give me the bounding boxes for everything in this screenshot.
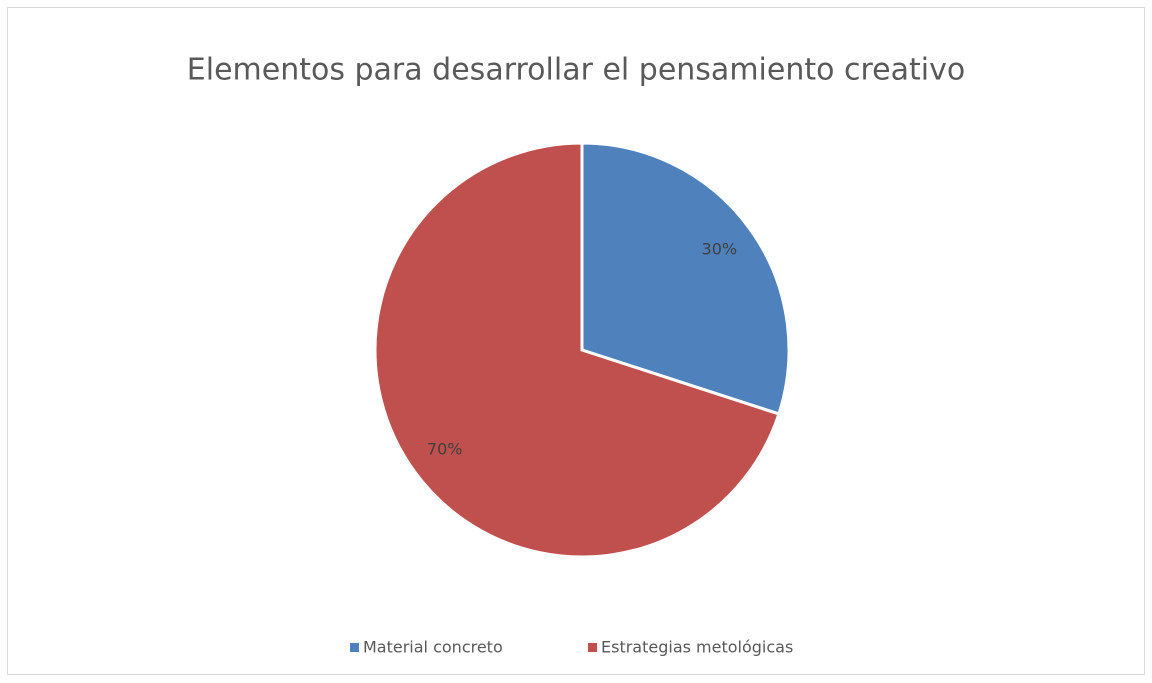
legend-swatch bbox=[350, 643, 359, 652]
data-label: 70% bbox=[427, 439, 463, 458]
chart-title: Elementos para desarrollar el pensamient… bbox=[187, 53, 965, 88]
pie-slice bbox=[580, 141, 791, 416]
data-label: 30% bbox=[702, 240, 738, 259]
legend-label: Estrategias metológicas bbox=[601, 638, 793, 657]
legend-label: Material concreto bbox=[363, 638, 503, 657]
pie-slice bbox=[373, 141, 781, 559]
legend-swatch bbox=[588, 643, 597, 652]
